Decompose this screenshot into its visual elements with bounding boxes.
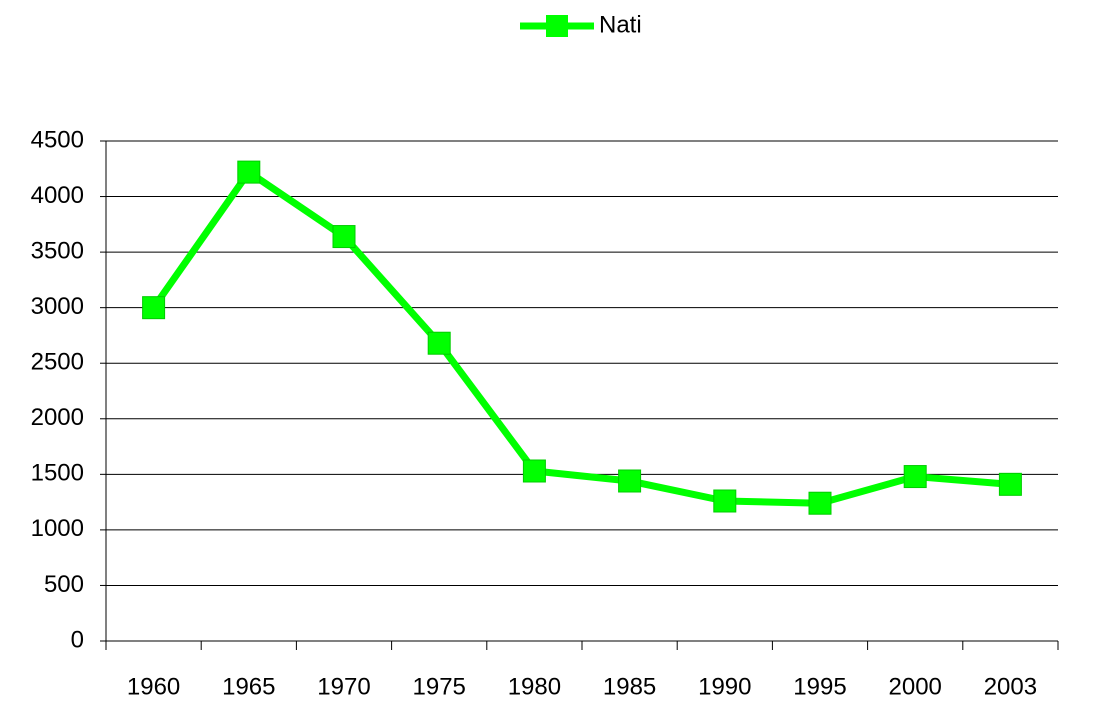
marker [522, 459, 546, 483]
x-tick-label: 1960 [127, 673, 180, 700]
x-tick-label: 1970 [317, 673, 370, 700]
y-tick-label: 4500 [31, 126, 84, 153]
y-tick-label: 2500 [31, 349, 84, 376]
x-tick-label: 1965 [222, 673, 275, 700]
marker [903, 465, 927, 489]
marker [713, 489, 737, 513]
y-tick-label: 3000 [31, 293, 84, 320]
x-tick-label: 1985 [603, 673, 656, 700]
marker [998, 472, 1022, 496]
legend-label: Nati [599, 11, 642, 38]
y-tick-label: 1500 [31, 460, 84, 487]
marker [618, 469, 642, 493]
x-tick-label: 1975 [413, 673, 466, 700]
y-tick-label: 1000 [31, 515, 84, 542]
x-tick-label: 1990 [698, 673, 751, 700]
x-tick-label: 2003 [984, 673, 1037, 700]
series-line [150, 168, 1011, 507]
x-tick-label: 2000 [889, 673, 942, 700]
marker [237, 160, 261, 184]
x-tick-label: 1980 [508, 673, 561, 700]
y-tick-label: 3500 [31, 237, 84, 264]
y-tick-label: 500 [44, 571, 84, 598]
x-tick-label: 1995 [793, 673, 846, 700]
y-tick-label: 0 [71, 626, 84, 653]
marker [427, 331, 451, 355]
marker [142, 296, 166, 320]
y-tick-label: 4000 [31, 182, 84, 209]
marker [332, 225, 356, 249]
y-tick-label: 2000 [31, 404, 84, 431]
legend-marker [546, 15, 568, 37]
marker [808, 491, 832, 515]
